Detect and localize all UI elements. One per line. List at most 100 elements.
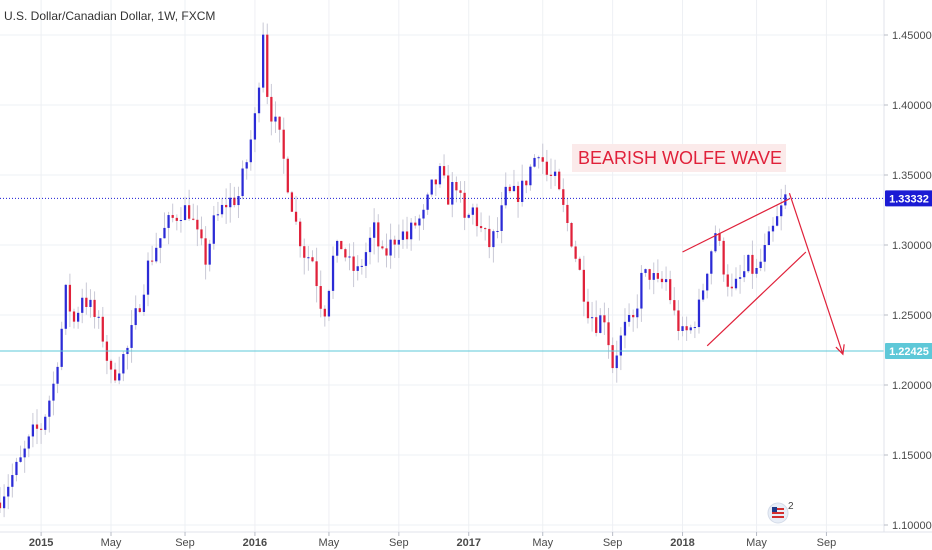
candle-body [496, 230, 499, 232]
candle-body [278, 116, 281, 130]
wolfe-lines [682, 193, 845, 356]
current-price-tag [885, 190, 932, 207]
candle-body [570, 222, 573, 247]
candle-body [270, 96, 273, 122]
candle-body [414, 222, 417, 226]
candle-body [459, 190, 462, 193]
candle-body [669, 279, 672, 301]
candle-body [159, 238, 162, 248]
candle-body [344, 249, 347, 258]
candle-body [784, 194, 787, 206]
candle-body [701, 290, 705, 300]
candle-body [521, 180, 524, 202]
candle-body [603, 315, 606, 323]
candle-body [553, 171, 557, 176]
y-tick-label: 1.35000 [892, 170, 932, 182]
candle-body [426, 194, 429, 210]
candle-body [323, 308, 326, 317]
target-projection-line [788, 193, 844, 355]
badge-count: 2 [788, 501, 794, 512]
candle-body [775, 216, 779, 226]
candle-body [0, 502, 2, 509]
candle-body [331, 255, 335, 291]
x-tick-label: May [746, 537, 767, 549]
candle-body [697, 299, 701, 328]
candle-body [512, 185, 516, 192]
candle-body [31, 424, 35, 437]
candle-body [558, 171, 561, 190]
x-tick-label: 2016 [243, 537, 267, 549]
candle-body [200, 229, 203, 239]
candle-body [648, 269, 651, 280]
candle-body [97, 316, 100, 318]
candle-body [751, 254, 754, 274]
support-price-tag [885, 343, 932, 360]
y-tick-label: 1.45000 [892, 30, 932, 42]
candle-body [759, 261, 762, 268]
candle-body [393, 239, 396, 245]
candle-body [689, 327, 692, 331]
candle-body [262, 34, 265, 88]
candle-body [179, 220, 183, 222]
candle-body [566, 204, 569, 223]
candle-body [336, 240, 339, 256]
candle-body [229, 197, 232, 208]
candle-body [722, 240, 725, 275]
candle-body [743, 271, 746, 278]
price-axis[interactable]: 1.10000 1.15000 1.20000 1.25000 1.30000 1.350… [884, 30, 932, 532]
x-tick-label: Sep [175, 537, 195, 549]
candle-body [253, 113, 257, 140]
candle-body [142, 294, 146, 312]
candle-body [484, 228, 487, 230]
wedge-trendline [706, 251, 807, 347]
y-tick-label: 1.20000 [892, 380, 932, 392]
candle-body [664, 279, 668, 283]
x-tick-label: May [532, 537, 553, 549]
candle-body [574, 246, 577, 259]
candle-body [627, 314, 631, 322]
us-flag-icon[interactable] [767, 502, 789, 524]
x-tick-label: 2017 [456, 537, 480, 549]
wedge-trendline [682, 198, 790, 253]
candle-body [451, 182, 454, 205]
candle-body [364, 252, 368, 266]
candle-body [410, 222, 413, 240]
candle-body [734, 278, 738, 289]
candle-body [356, 266, 359, 271]
candle-body [681, 326, 684, 331]
candle-body [660, 278, 664, 283]
hline-layer [0, 197, 884, 352]
candle-body [68, 284, 72, 312]
candle-body [93, 299, 96, 317]
candle-body [677, 310, 680, 331]
candle-body [447, 175, 450, 205]
candle-body [146, 260, 150, 295]
candle-body [430, 179, 433, 195]
x-tick-label: Sep [603, 537, 623, 549]
candle-body [175, 217, 178, 221]
candle-body [590, 317, 594, 319]
candle-body [233, 197, 236, 206]
candle-body [2, 496, 6, 509]
candle-body [294, 211, 298, 222]
wolfe-annotation-label: BEARISH WOLFE WAVE [578, 148, 782, 168]
candle-body [35, 424, 39, 429]
candle-body [274, 116, 277, 122]
candle-body [582, 269, 585, 302]
candle-body [718, 233, 721, 241]
candle-body [352, 256, 355, 271]
candle-body [595, 317, 598, 333]
candle-body [307, 257, 310, 259]
candle-body [685, 326, 688, 331]
candle-body [290, 192, 294, 212]
candle-body [467, 214, 470, 218]
candle-body [537, 157, 540, 159]
candle-body [644, 269, 647, 273]
time-axis[interactable]: 2015 May Sep 2016 May Sep 2017 May Sep 2018 May Sep [29, 532, 836, 549]
candle-body [138, 308, 141, 312]
y-tick-label: 1.25000 [892, 310, 932, 322]
candle-body [636, 308, 639, 318]
candle-body [615, 355, 618, 369]
